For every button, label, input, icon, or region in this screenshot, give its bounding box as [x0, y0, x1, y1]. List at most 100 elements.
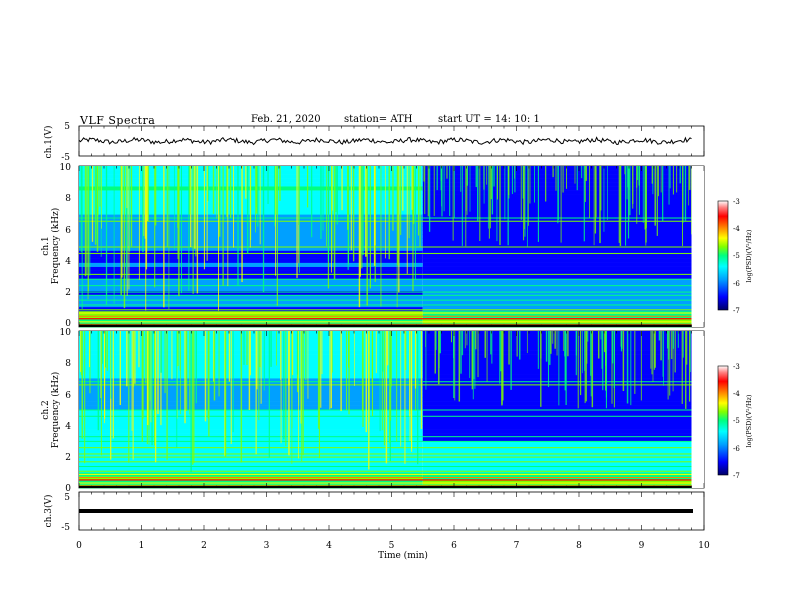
sferic-streak: [460, 166, 462, 192]
sferic-streak: [651, 331, 653, 375]
sferic-streak: [240, 331, 243, 463]
sferic-streak: [99, 166, 101, 207]
sferic-streak: [652, 166, 654, 195]
sferic-streak: [404, 331, 406, 464]
sferic-streak: [575, 331, 577, 376]
narrowband-line: [79, 315, 692, 317]
sferic-streak: [483, 166, 485, 204]
narrowband-line: [79, 447, 692, 449]
sferic-streak: [681, 331, 683, 404]
sferic-streak: [177, 331, 179, 367]
sferic-streak: [207, 166, 209, 202]
sferic-streak: [636, 166, 639, 181]
sferic-streak: [145, 331, 147, 384]
sferic-streak: [300, 331, 302, 424]
sferic-streak: [224, 331, 227, 457]
spectrogram-band: [422, 290, 692, 296]
ch3-ticks: [78, 492, 705, 530]
sferic-streak: [288, 331, 290, 456]
sferic-streak: [84, 166, 87, 277]
sferic-streak: [682, 166, 684, 223]
spectrogram-band: [422, 374, 692, 379]
narrowband-line: [79, 470, 692, 472]
sferic-streak: [350, 166, 352, 251]
spectrogram-band: [422, 393, 692, 399]
sferic-streak: [188, 166, 190, 291]
sferic-streak: [660, 331, 662, 361]
sferic-streak: [121, 166, 123, 278]
ch1-ytick-10: 10: [60, 163, 72, 173]
sferic-streak: [147, 166, 149, 221]
sferic-streak: [686, 331, 688, 365]
spectrogram-band: [422, 178, 692, 183]
sferic-streak: [656, 166, 658, 236]
sferic-streak: [222, 166, 224, 286]
spectrogram-band: [79, 250, 423, 255]
sferic-streak: [684, 166, 687, 221]
spectrogram-band: [79, 274, 423, 279]
sferic-streak: [163, 166, 165, 308]
spectrogram-band: [422, 246, 692, 251]
spectrogram-band: [422, 238, 692, 243]
x-tick-0: 0: [76, 541, 82, 551]
narrowband-line: [79, 273, 692, 275]
ch1-ticks: [78, 126, 705, 156]
sferic-streak: [636, 166, 638, 188]
narrowband-line: [79, 285, 692, 287]
spectrogram-band: [422, 417, 692, 422]
sferic-streak: [564, 331, 566, 357]
sferic-streak: [469, 166, 471, 212]
sferic-streak: [626, 166, 628, 200]
sferic-streak: [579, 331, 582, 396]
sferic-streak: [533, 166, 535, 203]
x-tick-3: 3: [264, 541, 270, 551]
narrowband-line: [79, 321, 692, 323]
sferic-streak: [440, 166, 442, 191]
sferic-streak: [618, 166, 620, 243]
sferic-streak: [330, 331, 332, 409]
spectrogram-band: [422, 444, 692, 450]
ch1-ytick-6: 6: [65, 226, 71, 236]
spectrogram-band: [422, 421, 692, 426]
sferic-streak: [550, 331, 552, 354]
sferic-streak: [473, 331, 475, 379]
sferic-streak: [434, 331, 436, 374]
narrowband-line: [79, 294, 692, 296]
sferic-streak: [662, 331, 664, 377]
spectrogram-band: [422, 456, 692, 461]
sferic-streak: [576, 166, 578, 191]
sferic-streak: [412, 166, 414, 292]
sferic-streak: [453, 331, 455, 399]
narrowband-line: [79, 456, 692, 458]
sferic-streak: [477, 331, 479, 378]
sferic-streak: [320, 331, 322, 408]
sferic-streak: [475, 166, 477, 188]
sferic-streak: [549, 331, 551, 365]
spectrogram-band: [422, 242, 692, 247]
sferic-streak: [671, 331, 673, 360]
sferic-streak: [653, 331, 655, 370]
sferic-streak: [320, 166, 322, 239]
spectrogram-band: [422, 306, 692, 312]
sferic-streak: [396, 331, 398, 442]
sferic-streak: [475, 331, 477, 350]
sferic-streak: [288, 331, 290, 386]
spectrogram-band: [422, 206, 692, 211]
sferic-streak: [446, 166, 448, 179]
sferic-streak: [585, 331, 587, 402]
sferic-streak: [502, 331, 504, 401]
chart-title: VLF Spectra: [80, 114, 156, 127]
sferic-streak: [80, 166, 82, 253]
spectrogram-band: [422, 166, 692, 171]
sferic-streak: [168, 166, 170, 310]
sferic-streak: [331, 166, 333, 211]
spectrogram-band: [422, 397, 692, 402]
sferic-streak: [593, 166, 595, 246]
sferic-streak: [95, 166, 97, 243]
sferic-streak: [94, 166, 97, 245]
ch2-cb-tick-m4: -4: [733, 390, 740, 398]
sferic-streak: [425, 331, 427, 390]
sferic-streak: [383, 331, 386, 446]
sferic-streak: [537, 331, 539, 369]
sferic-streak: [439, 331, 442, 354]
